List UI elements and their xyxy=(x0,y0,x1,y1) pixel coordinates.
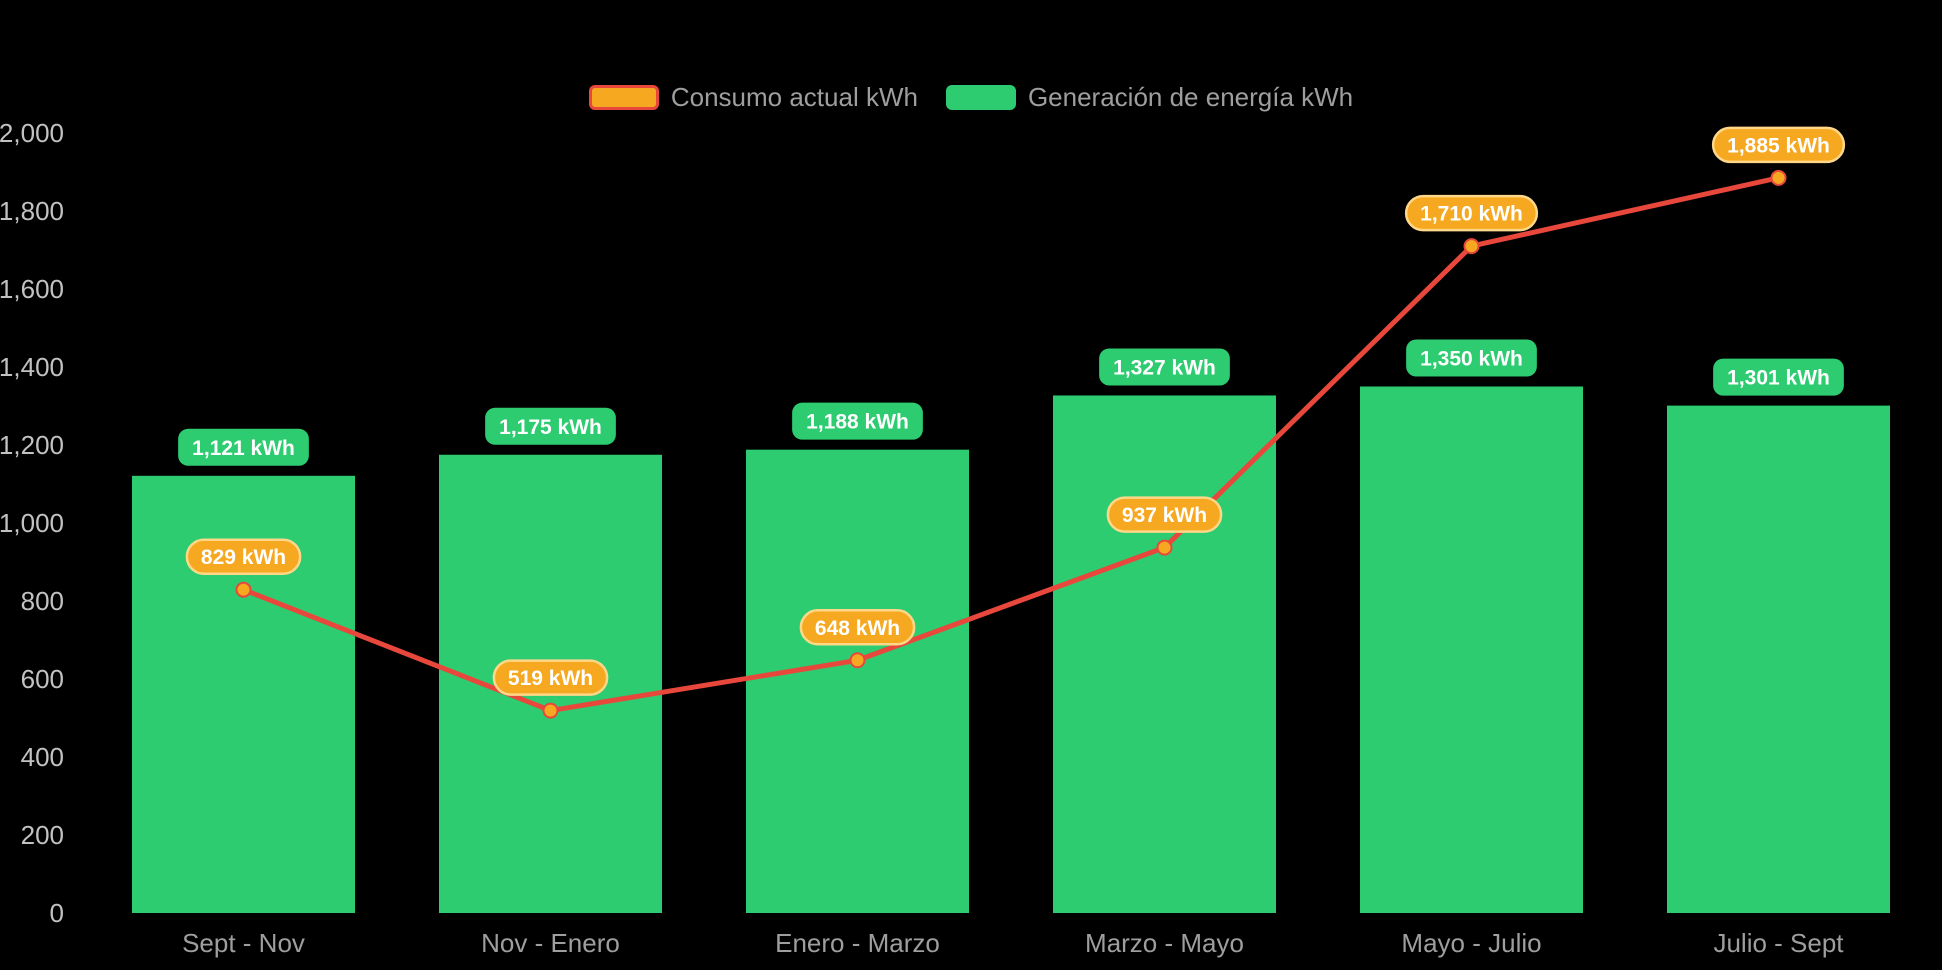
y-axis-tick-label: 800 xyxy=(21,586,64,616)
y-axis-tick-label: 600 xyxy=(21,664,64,694)
svg-text:1,175 kWh: 1,175 kWh xyxy=(499,416,602,439)
x-axis-category-label: Nov - Enero xyxy=(481,928,620,958)
point-value-badge: 519 kWh xyxy=(492,659,609,696)
line-point-Sept - Nov[interactable] xyxy=(235,581,252,598)
line-point-Enero - Marzo[interactable] xyxy=(849,652,866,669)
legend-item-consumo[interactable]: Consumo actual kWh xyxy=(588,82,918,112)
legend-label-generacion: Generación de energía kWh xyxy=(1027,82,1354,112)
line-point-Marzo - Mayo[interactable] xyxy=(1156,539,1173,556)
x-axis-category-label: Enero - Marzo xyxy=(775,928,940,958)
generacion-legend-swatch xyxy=(945,84,1016,110)
point-value-badge: 937 kWh xyxy=(1106,496,1223,533)
y-axis-tick-label: 200 xyxy=(21,820,64,850)
line-point-Nov - Enero[interactable] xyxy=(542,702,559,719)
consumo-legend-swatch xyxy=(588,84,659,110)
svg-text:1,121 kWh: 1,121 kWh xyxy=(192,437,295,460)
y-axis-tick-label: 400 xyxy=(21,742,64,772)
line-point-Julio - Sept[interactable] xyxy=(1770,169,1787,186)
point-value-badge: 1,710 kWh xyxy=(1404,194,1539,232)
bar-value-badge: 1,121 kWh xyxy=(178,428,309,466)
point-value-badge: 1,885 kWh xyxy=(1711,126,1846,164)
svg-text:1,885 kWh: 1,885 kWh xyxy=(1727,134,1830,157)
point-value-badge: 829 kWh xyxy=(185,538,302,575)
bar-Mayo - Julio[interactable] xyxy=(1360,386,1583,914)
svg-text:829 kWh: 829 kWh xyxy=(201,546,286,569)
bar-value-badge: 1,188 kWh xyxy=(792,402,923,440)
svg-text:1,350 kWh: 1,350 kWh xyxy=(1420,348,1523,371)
y-axis-tick-label: 1,200 xyxy=(0,430,64,460)
svg-text:1,327 kWh: 1,327 kWh xyxy=(1113,356,1216,379)
bar-Julio - Sept[interactable] xyxy=(1667,405,1890,913)
svg-text:1,301 kWh: 1,301 kWh xyxy=(1727,367,1830,390)
bar-value-badge: 1,350 kWh xyxy=(1406,339,1537,377)
x-axis-category-label: Mayo - Julio xyxy=(1401,928,1541,958)
bar-Enero - Marzo[interactable] xyxy=(746,449,969,913)
svg-text:937 kWh: 937 kWh xyxy=(1122,504,1207,527)
line-point-Mayo - Julio[interactable] xyxy=(1463,238,1480,255)
legend-label-consumo: Consumo actual kWh xyxy=(670,82,918,112)
svg-text:648 kWh: 648 kWh xyxy=(815,617,900,640)
y-axis-tick-label: 2,000 xyxy=(0,118,64,148)
y-axis-tick-label: 1,000 xyxy=(0,508,64,538)
x-axis-category-label: Sept - Nov xyxy=(182,928,305,958)
bar-value-badge: 1,301 kWh xyxy=(1713,358,1844,396)
y-axis-tick-label: 1,800 xyxy=(0,196,64,226)
y-axis-tick-label: 0 xyxy=(50,898,64,928)
legend: Consumo actual kWh Generación de energía… xyxy=(0,84,1942,110)
svg-text:519 kWh: 519 kWh xyxy=(508,667,593,690)
bar-Marzo - Mayo[interactable] xyxy=(1053,395,1276,914)
svg-text:1,188 kWh: 1,188 kWh xyxy=(806,411,909,434)
svg-text:1,710 kWh: 1,710 kWh xyxy=(1420,203,1523,226)
x-axis-category-label: Marzo - Mayo xyxy=(1085,928,1244,958)
legend-item-generacion[interactable]: Generación de energía kWh xyxy=(945,82,1354,112)
point-value-badge: 648 kWh xyxy=(799,609,916,646)
y-axis-tick-label: 1,400 xyxy=(0,352,64,382)
y-axis-tick-label: 1,600 xyxy=(0,274,64,304)
x-axis-category-label: Julio - Sept xyxy=(1713,928,1844,958)
bar-value-badge: 1,175 kWh xyxy=(485,407,616,445)
bar-value-badge: 1,327 kWh xyxy=(1099,348,1230,386)
